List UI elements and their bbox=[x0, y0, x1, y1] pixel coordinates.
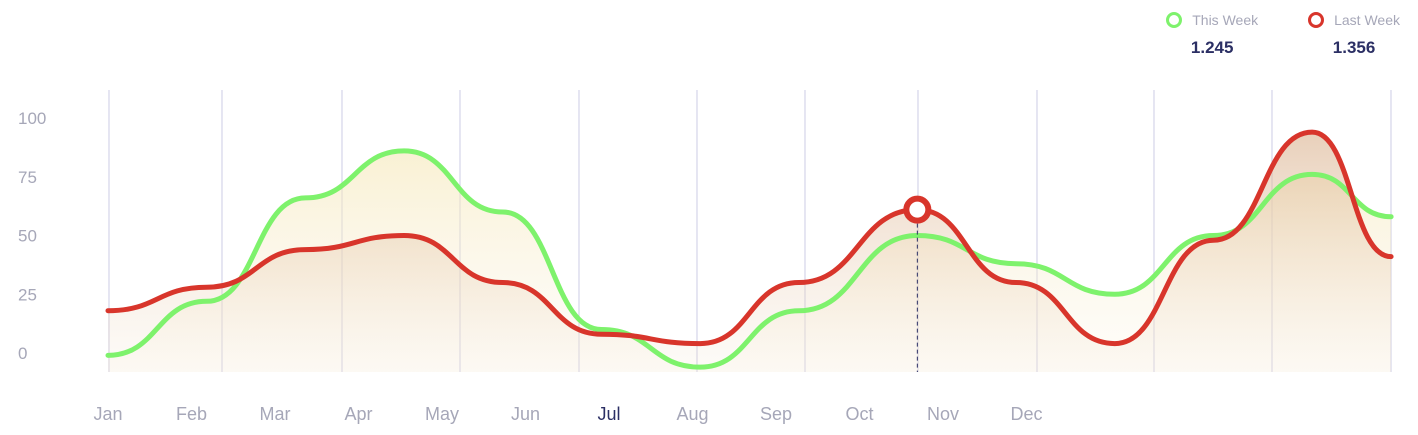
this-week-marker-icon bbox=[1166, 12, 1183, 28]
y-tick-label: 50 bbox=[18, 227, 37, 246]
x-tick-label: Mar bbox=[260, 404, 291, 424]
y-tick-label: 75 bbox=[18, 168, 37, 187]
last-week-marker-icon bbox=[1308, 12, 1325, 28]
highlight-point-marker bbox=[903, 195, 932, 224]
y-tick-label: 25 bbox=[18, 285, 37, 304]
x-tick-label: Sep bbox=[760, 404, 792, 424]
legend: This Week 1.245 Last Week 1.356 bbox=[1166, 12, 1400, 58]
legend-label-last-week: Last Week bbox=[1334, 12, 1400, 28]
legend-item-last-week[interactable]: Last Week 1.356 bbox=[1308, 12, 1400, 58]
x-tick-label: Feb bbox=[176, 404, 207, 424]
legend-label-this-week: This Week bbox=[1192, 12, 1259, 28]
x-tick-label: Oct bbox=[845, 404, 873, 424]
x-tick-label: Aug bbox=[676, 404, 708, 424]
x-tick-label: Jun bbox=[511, 404, 540, 424]
y-tick-label: 0 bbox=[18, 344, 27, 363]
x-tick-label: Nov bbox=[927, 404, 959, 424]
legend-item-this-week[interactable]: This Week 1.245 bbox=[1166, 12, 1258, 58]
x-tick-label: Dec bbox=[1010, 404, 1042, 424]
x-tick-label: Apr bbox=[344, 404, 372, 424]
y-tick-label: 100 bbox=[18, 109, 46, 128]
x-tick-label: Jan bbox=[93, 404, 122, 424]
x-tick-label: Jul bbox=[597, 404, 620, 424]
line-last-week bbox=[105, 129, 1394, 347]
line-this-week bbox=[105, 148, 1394, 370]
legend-value-last-week: 1.356 bbox=[1332, 38, 1376, 57]
x-tick-label: May bbox=[425, 404, 459, 424]
area-last-week bbox=[108, 132, 1392, 372]
legend-value-this-week: 1.245 bbox=[1190, 38, 1234, 57]
